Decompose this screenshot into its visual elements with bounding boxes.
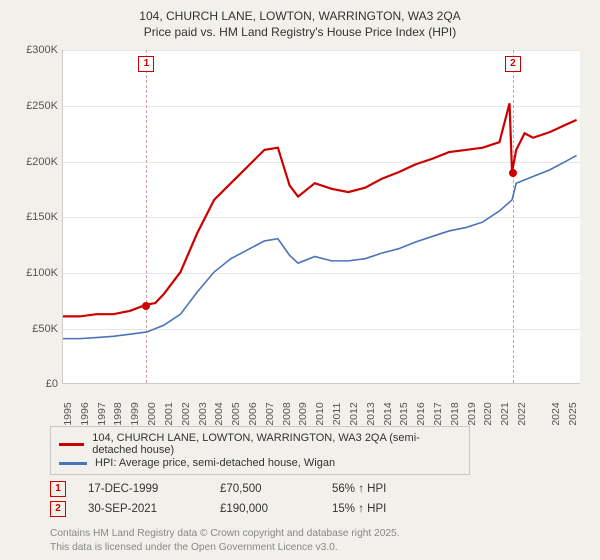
legend: 104, CHURCH LANE, LOWTON, WARRINGTON, WA… [50,426,470,475]
legend-item-blue: HPI: Average price, semi-detached house,… [59,457,461,469]
series-blue [63,156,577,339]
chart-title: 104, CHURCH LANE, LOWTON, WARRINGTON, WA… [12,8,588,40]
x-tick-label: 2016 [415,403,417,426]
x-tick-label: 2009 [297,403,299,426]
event-date: 30-SEP-2021 [88,503,198,515]
x-tick-label: 2002 [180,403,182,426]
title-line-1: 104, CHURCH LANE, LOWTON, WARRINGTON, WA… [12,8,588,24]
x-tick-label: 1995 [62,403,64,426]
x-tick-label: 2014 [382,403,384,426]
footer: Contains HM Land Registry data © Crown c… [50,527,588,554]
x-tick-label: 2010 [314,403,316,426]
chart-area: £0£50K£100K£150K£200K£250K£300K 12 19951… [12,44,588,420]
legend-swatch-red [59,443,84,446]
container: 104, CHURCH LANE, LOWTON, WARRINGTON, WA… [0,0,600,560]
x-tick-label: 2021 [499,403,501,426]
x-tick-label: 2008 [281,403,283,426]
x-tick-label: 1998 [112,403,114,426]
event-delta: 15% ↑ HPI [332,503,432,515]
x-tick-label: 2007 [264,403,266,426]
y-tick-label: £200K [12,156,58,168]
y-tick-label: £50K [12,323,58,335]
event-price: £70,500 [220,483,310,495]
x-tick-label: 2017 [432,403,434,426]
marker-callout: 1 [138,56,154,72]
x-tick-label: 1999 [129,403,131,426]
legend-swatch-blue [59,462,87,465]
event-delta: 56% ↑ HPI [332,483,432,495]
x-tick-label: 2022 [516,403,518,426]
y-tick-label: £250K [12,100,58,112]
event-row: 1 17-DEC-1999 £70,500 56% ↑ HPI [50,481,588,497]
event-price: £190,000 [220,503,310,515]
event-row: 2 30-SEP-2021 £190,000 15% ↑ HPI [50,501,588,517]
title-line-2: Price paid vs. HM Land Registry's House … [12,24,588,40]
line-series-svg [63,50,580,383]
y-tick-label: £100K [12,267,58,279]
footer-line-2: This data is licensed under the Open Gov… [50,541,588,554]
legend-label-red: 104, CHURCH LANE, LOWTON, WARRINGTON, WA… [92,432,461,456]
event-table: 1 17-DEC-1999 £70,500 56% ↑ HPI 2 30-SEP-2021… [50,481,588,517]
marker-dot [142,302,150,310]
x-tick-label: 2005 [230,403,232,426]
x-tick-label: 2024 [550,403,552,426]
x-tick-label: 2018 [449,403,451,426]
x-tick-label: 2006 [247,403,249,426]
x-tick-label: 2012 [348,403,350,426]
x-tick-label: 2011 [331,403,333,426]
x-tick-label: 2004 [213,403,215,426]
event-marker-box: 2 [50,501,66,517]
x-tick-label: 2025 [567,403,569,426]
y-tick-label: £150K [12,211,58,223]
y-tick-label: £0 [12,378,58,390]
x-tick-label: 2015 [398,403,400,426]
x-tick-label: 2019 [466,403,468,426]
marker-dot [509,169,517,177]
x-tick-label: 2020 [482,403,484,426]
legend-label-blue: HPI: Average price, semi-detached house,… [95,457,335,469]
x-tick-label: 1996 [79,403,81,426]
x-tick-label: 2001 [163,403,165,426]
plot-region: 12 [62,50,580,384]
x-tick-label: 2013 [365,403,367,426]
x-tick-label: 1997 [96,403,98,426]
y-tick-label: £300K [12,44,58,56]
x-tick-label: 2003 [197,403,199,426]
marker-callout: 2 [505,56,521,72]
event-date: 17-DEC-1999 [88,483,198,495]
footer-line-1: Contains HM Land Registry data © Crown c… [50,527,588,540]
event-marker-box: 1 [50,481,66,497]
x-tick-label: 2000 [146,403,148,426]
legend-item-red: 104, CHURCH LANE, LOWTON, WARRINGTON, WA… [59,432,461,456]
